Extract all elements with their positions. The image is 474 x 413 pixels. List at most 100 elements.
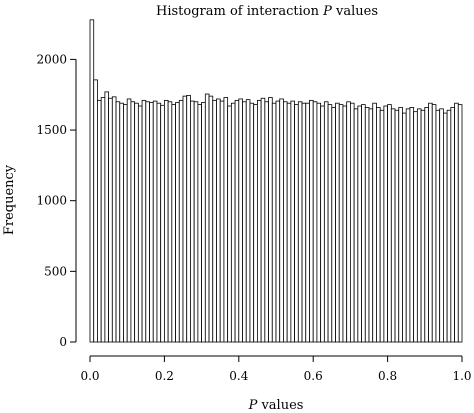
histogram-bar: [219, 100, 225, 343]
histogram-bar: [327, 104, 333, 343]
histogram-bar: [197, 104, 203, 343]
histogram-bar: [256, 99, 262, 343]
histogram-bar: [119, 102, 124, 343]
histogram-bar: [249, 102, 255, 343]
histogram-bar: [383, 105, 389, 343]
histogram-bar: [290, 100, 296, 343]
y-axis: 0 500 1000 1500 2000: [36, 52, 77, 349]
histogram-bar: [212, 99, 217, 343]
histogram-bar: [167, 101, 173, 343]
histogram-bar: [190, 100, 195, 343]
histogram-bar: [268, 97, 273, 343]
histogram-bar: [286, 102, 292, 343]
histogram-bar: [361, 104, 366, 343]
histogram-bar: [104, 91, 109, 343]
histogram-bar: [316, 102, 322, 343]
histogram-bar: [193, 101, 199, 343]
y-tick-label: 1500: [36, 123, 67, 137]
histogram-bar: [111, 96, 117, 343]
histogram-bar: [216, 98, 221, 343]
histogram-bar: [275, 100, 281, 343]
histogram-bar: [238, 98, 243, 343]
chart-title: Histogram of interaction P values: [156, 4, 378, 19]
histogram-bar: [402, 112, 407, 343]
histogram-bar: [204, 93, 210, 343]
histogram-bar: [182, 95, 188, 343]
histogram-bar: [431, 104, 437, 343]
histogram-bar: [398, 107, 403, 343]
histogram-bar: [353, 108, 359, 343]
histogram-bar: [294, 104, 299, 343]
histogram-bar: [253, 104, 258, 343]
histogram-bar: [320, 105, 325, 343]
histogram-bar: [283, 101, 288, 343]
x-tick-label: 1.0: [452, 369, 471, 383]
histogram-bar: [152, 100, 158, 343]
histogram-bar: [156, 102, 162, 343]
histogram-bar: [357, 105, 362, 343]
histogram-bar: [305, 102, 310, 343]
histogram-bar: [141, 99, 147, 343]
histogram-bar: [271, 102, 277, 343]
histogram-bar: [297, 101, 303, 343]
histogram-bar: [450, 107, 455, 343]
histogram-bar: [149, 102, 154, 343]
histogram-bar: [428, 102, 433, 343]
histogram-bar: [312, 101, 318, 343]
chart-title-main: Histogram of interaction: [156, 4, 323, 19]
x-tick-label: 0.0: [80, 369, 99, 383]
histogram-bar: [171, 104, 176, 343]
histogram-bar: [223, 97, 229, 343]
histogram-bar: [301, 102, 307, 343]
x-axis-label-rest: values: [257, 398, 303, 413]
histogram-bar: [264, 101, 269, 343]
histogram-bar: [394, 109, 400, 343]
x-axis-label: P values: [248, 398, 304, 413]
histogram-bar: [163, 99, 169, 343]
histogram-bar: [309, 99, 314, 343]
histogram-bar: [245, 99, 251, 343]
x-tick-label: 0.8: [378, 369, 397, 383]
x-tick-label: 0.2: [155, 369, 174, 383]
histogram-bar: [178, 99, 184, 343]
histogram-bar: [227, 105, 232, 343]
histogram-bar: [413, 111, 418, 343]
histogram-bar: [376, 107, 381, 343]
histogram-bar: [93, 79, 98, 343]
histogram-bar: [134, 102, 139, 343]
chart-title-rest: values: [332, 4, 378, 19]
y-tick-label: 500: [44, 264, 67, 278]
histogram-bar: [446, 109, 452, 343]
histogram-bar: [346, 101, 351, 343]
chart-title-italic: P: [322, 4, 332, 19]
y-tick-label: 0: [59, 335, 67, 349]
histogram-bar: [186, 95, 191, 343]
histogram-bar: [349, 102, 355, 343]
histogram-bar: [387, 104, 392, 343]
x-axis: 0.0 0.2 0.4 0.6 0.8 1.0: [80, 355, 472, 383]
histogram-bar: [368, 108, 374, 343]
histogram-bar: [335, 102, 340, 343]
histogram-bar: [126, 98, 132, 343]
x-tick-label: 0.6: [304, 369, 323, 383]
histogram-bar: [137, 105, 143, 343]
y-tick-label: 1000: [36, 194, 67, 208]
histogram-bar: [230, 102, 236, 343]
histogram-bars: [89, 19, 463, 343]
histogram-bar: [442, 112, 448, 343]
histogram-bar: [342, 105, 348, 343]
histogram-bar: [424, 107, 429, 343]
histogram-bar: [123, 104, 128, 343]
histogram-bar: [416, 108, 422, 343]
histogram-bar: [279, 98, 284, 343]
histogram-bar: [208, 95, 214, 343]
histogram-bar: [435, 109, 441, 343]
y-axis-label: Frequency: [2, 164, 17, 235]
histogram-bar: [364, 107, 370, 343]
histogram-bar: [97, 99, 102, 343]
histogram-bar: [89, 19, 95, 343]
histogram-bar: [372, 102, 377, 343]
histogram-bar: [338, 104, 344, 343]
histogram-bar: [409, 107, 415, 343]
histogram-bar: [234, 99, 240, 343]
